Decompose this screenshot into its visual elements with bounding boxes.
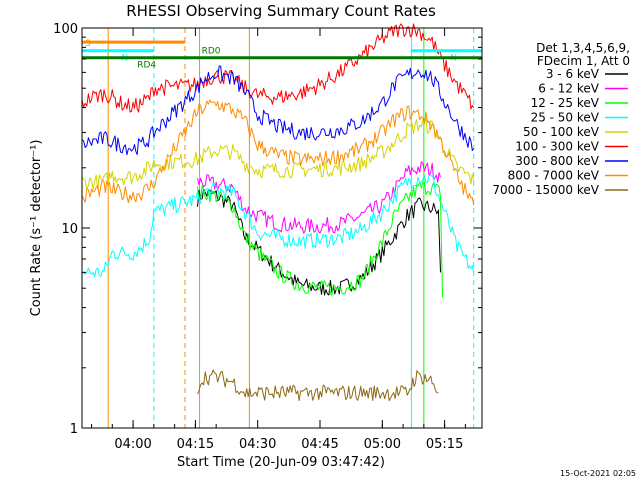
y-tick-label-2: 100 — [53, 22, 78, 37]
data-layer: SNNRD4RD0 — [81, 23, 482, 428]
series-line-8 — [197, 369, 439, 402]
series-line-2 — [197, 181, 443, 298]
x-tick-label-2: 04:30 — [239, 437, 276, 452]
legend-label-4: 50 - 100 keV — [523, 125, 600, 139]
series-line-1 — [197, 161, 441, 234]
legend-label-5: 100 - 300 keV — [515, 140, 599, 154]
legend-header-0: Det 1,3,4,5,6,9, — [536, 41, 630, 55]
x-tick-label-5: 05:15 — [426, 437, 463, 452]
x-tick-label-4: 05:00 — [364, 437, 401, 452]
legend-header-1: FDecim 1, Att 0 — [537, 54, 630, 68]
axis-layer: 04:00 04:15 04:30 04:45 05:00 05:15 1 10 100 — [53, 22, 482, 452]
flag-label-4: RD0 — [202, 47, 221, 57]
legend-label-7: 800 - 7000 keV — [508, 169, 600, 183]
y-tick-label-0: 1 — [70, 422, 78, 437]
legend-label-8: 7000 - 15000 keV — [492, 183, 599, 197]
y-axis-label: Count Rate (s⁻¹ detector⁻¹) — [29, 140, 44, 317]
legend-label-0: 3 - 6 keV — [546, 67, 600, 81]
series-line-4 — [81, 117, 475, 191]
footer-timestamp: 15-Oct-2021 02:05 — [560, 469, 636, 478]
x-tick-label-3: 04:45 — [301, 437, 338, 452]
legend-label-6: 300 - 800 keV — [515, 154, 599, 168]
legend-label-2: 12 - 25 keV — [531, 96, 600, 110]
legend: Det 1,3,4,5,6,9,FDecim 1, Att 03 - 6 keV… — [492, 41, 630, 197]
series-line-5 — [81, 23, 475, 113]
x-axis-label: Start Time (20-Jun-09 03:47:42) — [177, 455, 385, 470]
x-tick-label-0: 04:00 — [114, 437, 151, 452]
series-line-7 — [81, 99, 475, 206]
series-line-6 — [81, 65, 475, 156]
flag-label-0: S — [85, 39, 91, 49]
legend-label-1: 6 - 12 keV — [538, 82, 600, 96]
chart-title: RHESSI Observing Summary Count Rates — [126, 2, 436, 20]
y-tick-label-1: 10 — [61, 222, 78, 237]
flag-label-3: RD4 — [137, 61, 156, 71]
series-line-0 — [197, 188, 441, 296]
series-line-3 — [81, 174, 475, 277]
legend-label-3: 25 - 50 keV — [531, 111, 600, 125]
x-tick-label-1: 04:15 — [177, 437, 214, 452]
